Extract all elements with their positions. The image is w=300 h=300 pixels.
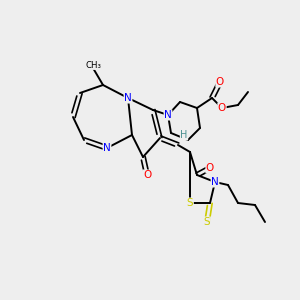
Text: N: N [124,93,132,103]
Text: N: N [164,110,172,120]
Text: O: O [218,103,226,113]
Text: S: S [187,198,193,208]
Text: O: O [216,77,224,87]
Text: N: N [103,143,111,153]
Text: O: O [143,170,151,180]
Text: O: O [206,163,214,173]
Text: N: N [211,177,219,187]
Text: S: S [204,217,210,227]
Text: H: H [180,130,188,140]
Text: CH₃: CH₃ [85,61,101,70]
